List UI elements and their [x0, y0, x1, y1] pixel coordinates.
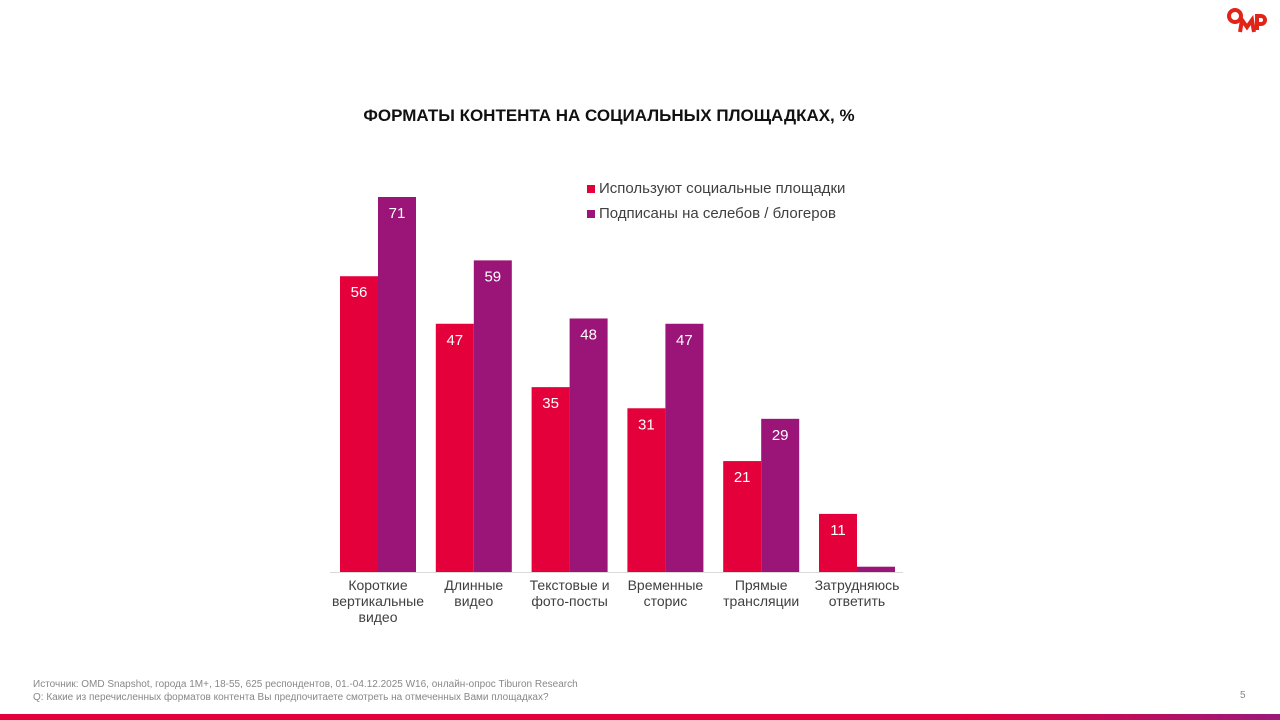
legend-swatch [587, 184, 595, 193]
bar-series-1 [435, 323, 474, 572]
bar-series-2 [473, 260, 512, 572]
page-number: 5 [1240, 690, 1246, 701]
category-label: фото-посты [531, 593, 608, 609]
bar-series-1 [723, 461, 762, 572]
data-label: 48 [580, 326, 597, 343]
data-label: 29 [772, 427, 789, 444]
bar-series-2 [569, 318, 608, 572]
footer-notes: Источник: OMD Snapshot, города 1M+, 18-5… [33, 678, 578, 704]
data-label: 47 [676, 332, 693, 349]
source-note: Источник: OMD Snapshot, города 1M+, 18-5… [33, 679, 578, 690]
category-label: Короткие [348, 577, 408, 593]
chart-title: ФОРМАТЫ КОНТЕНТА НА СОЦИАЛЬНЫХ ПЛОЩАДКАХ… [363, 106, 855, 125]
data-label: 56 [351, 284, 368, 301]
bar-series-2 [378, 197, 416, 572]
data-label: 21 [734, 469, 751, 486]
data-label: 59 [484, 268, 501, 285]
data-label: 31 [638, 416, 655, 433]
data-label: 11 [830, 522, 846, 539]
data-label: 35 [542, 395, 559, 412]
bar-series-2 [857, 566, 895, 572]
category-label: Текстовые и [530, 577, 610, 593]
legend: Используют социальные площадки Подписаны… [587, 176, 845, 226]
question-note: Q: Какие из перечисленных форматов конте… [33, 692, 549, 703]
bottom-bar [0, 714, 1280, 720]
legend-swatch [587, 209, 595, 218]
category-label: трансляции [723, 593, 799, 609]
bar-series-1 [531, 387, 570, 572]
category-label: сторис [644, 593, 688, 609]
category-label: видео [454, 593, 493, 609]
category-label: вертикальные [332, 593, 424, 609]
category-label: видео [359, 609, 398, 625]
bar-series-1 [627, 408, 666, 572]
omd-logo [1226, 6, 1270, 41]
bar-series-2 [665, 323, 704, 572]
bar-series-1 [340, 276, 378, 572]
legend-item-series-1: Используют социальные площадки [587, 176, 845, 201]
category-label: Затрудняюсь [815, 577, 900, 593]
bar-series-1 [819, 513, 857, 572]
bar-series-2 [761, 418, 800, 572]
category-label: Прямые [735, 577, 788, 593]
category-label: Длинные [444, 577, 503, 593]
data-label: 71 [389, 205, 406, 222]
legend-item-series-2: Подписаны на селебов / блогеров [587, 201, 845, 226]
category-label: ответить [829, 593, 885, 609]
category-label: Временные [628, 577, 704, 593]
data-label: 47 [446, 332, 463, 349]
